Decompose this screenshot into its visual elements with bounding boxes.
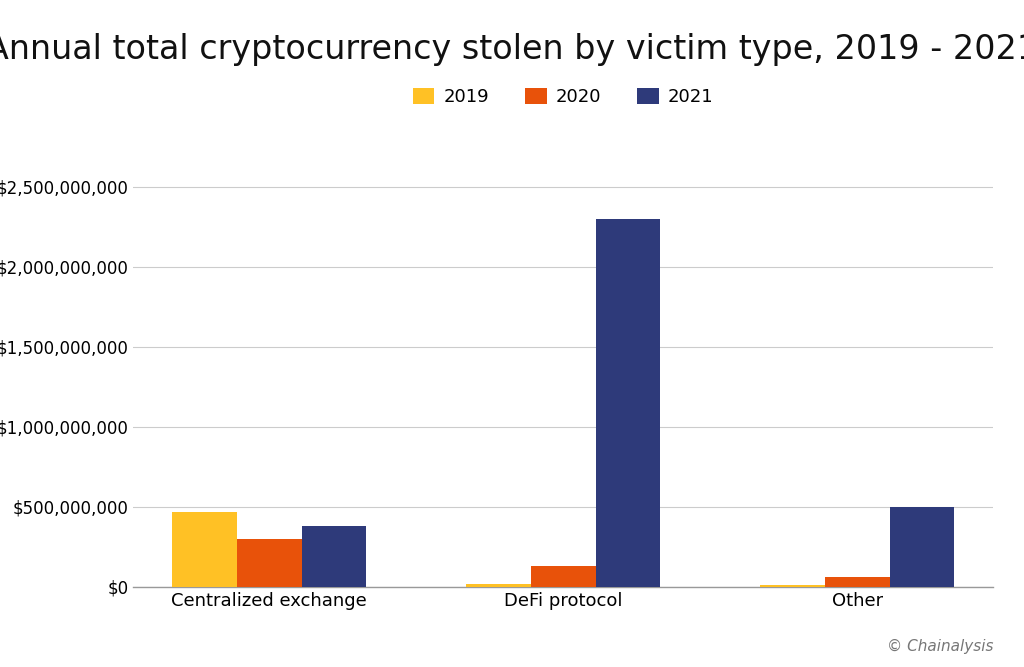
Bar xyxy=(466,584,530,587)
Bar xyxy=(301,526,367,587)
Bar xyxy=(825,578,890,587)
Bar xyxy=(172,512,237,587)
Bar xyxy=(890,507,954,587)
Bar xyxy=(596,219,660,587)
Legend: 2019, 2020, 2021: 2019, 2020, 2021 xyxy=(406,81,721,113)
Bar xyxy=(530,566,596,587)
Text: Annual total cryptocurrency stolen by victim type, 2019 - 2021: Annual total cryptocurrency stolen by vi… xyxy=(0,33,1024,66)
Bar xyxy=(237,539,301,587)
Text: © Chainalysis: © Chainalysis xyxy=(887,638,993,654)
Bar xyxy=(760,584,825,587)
